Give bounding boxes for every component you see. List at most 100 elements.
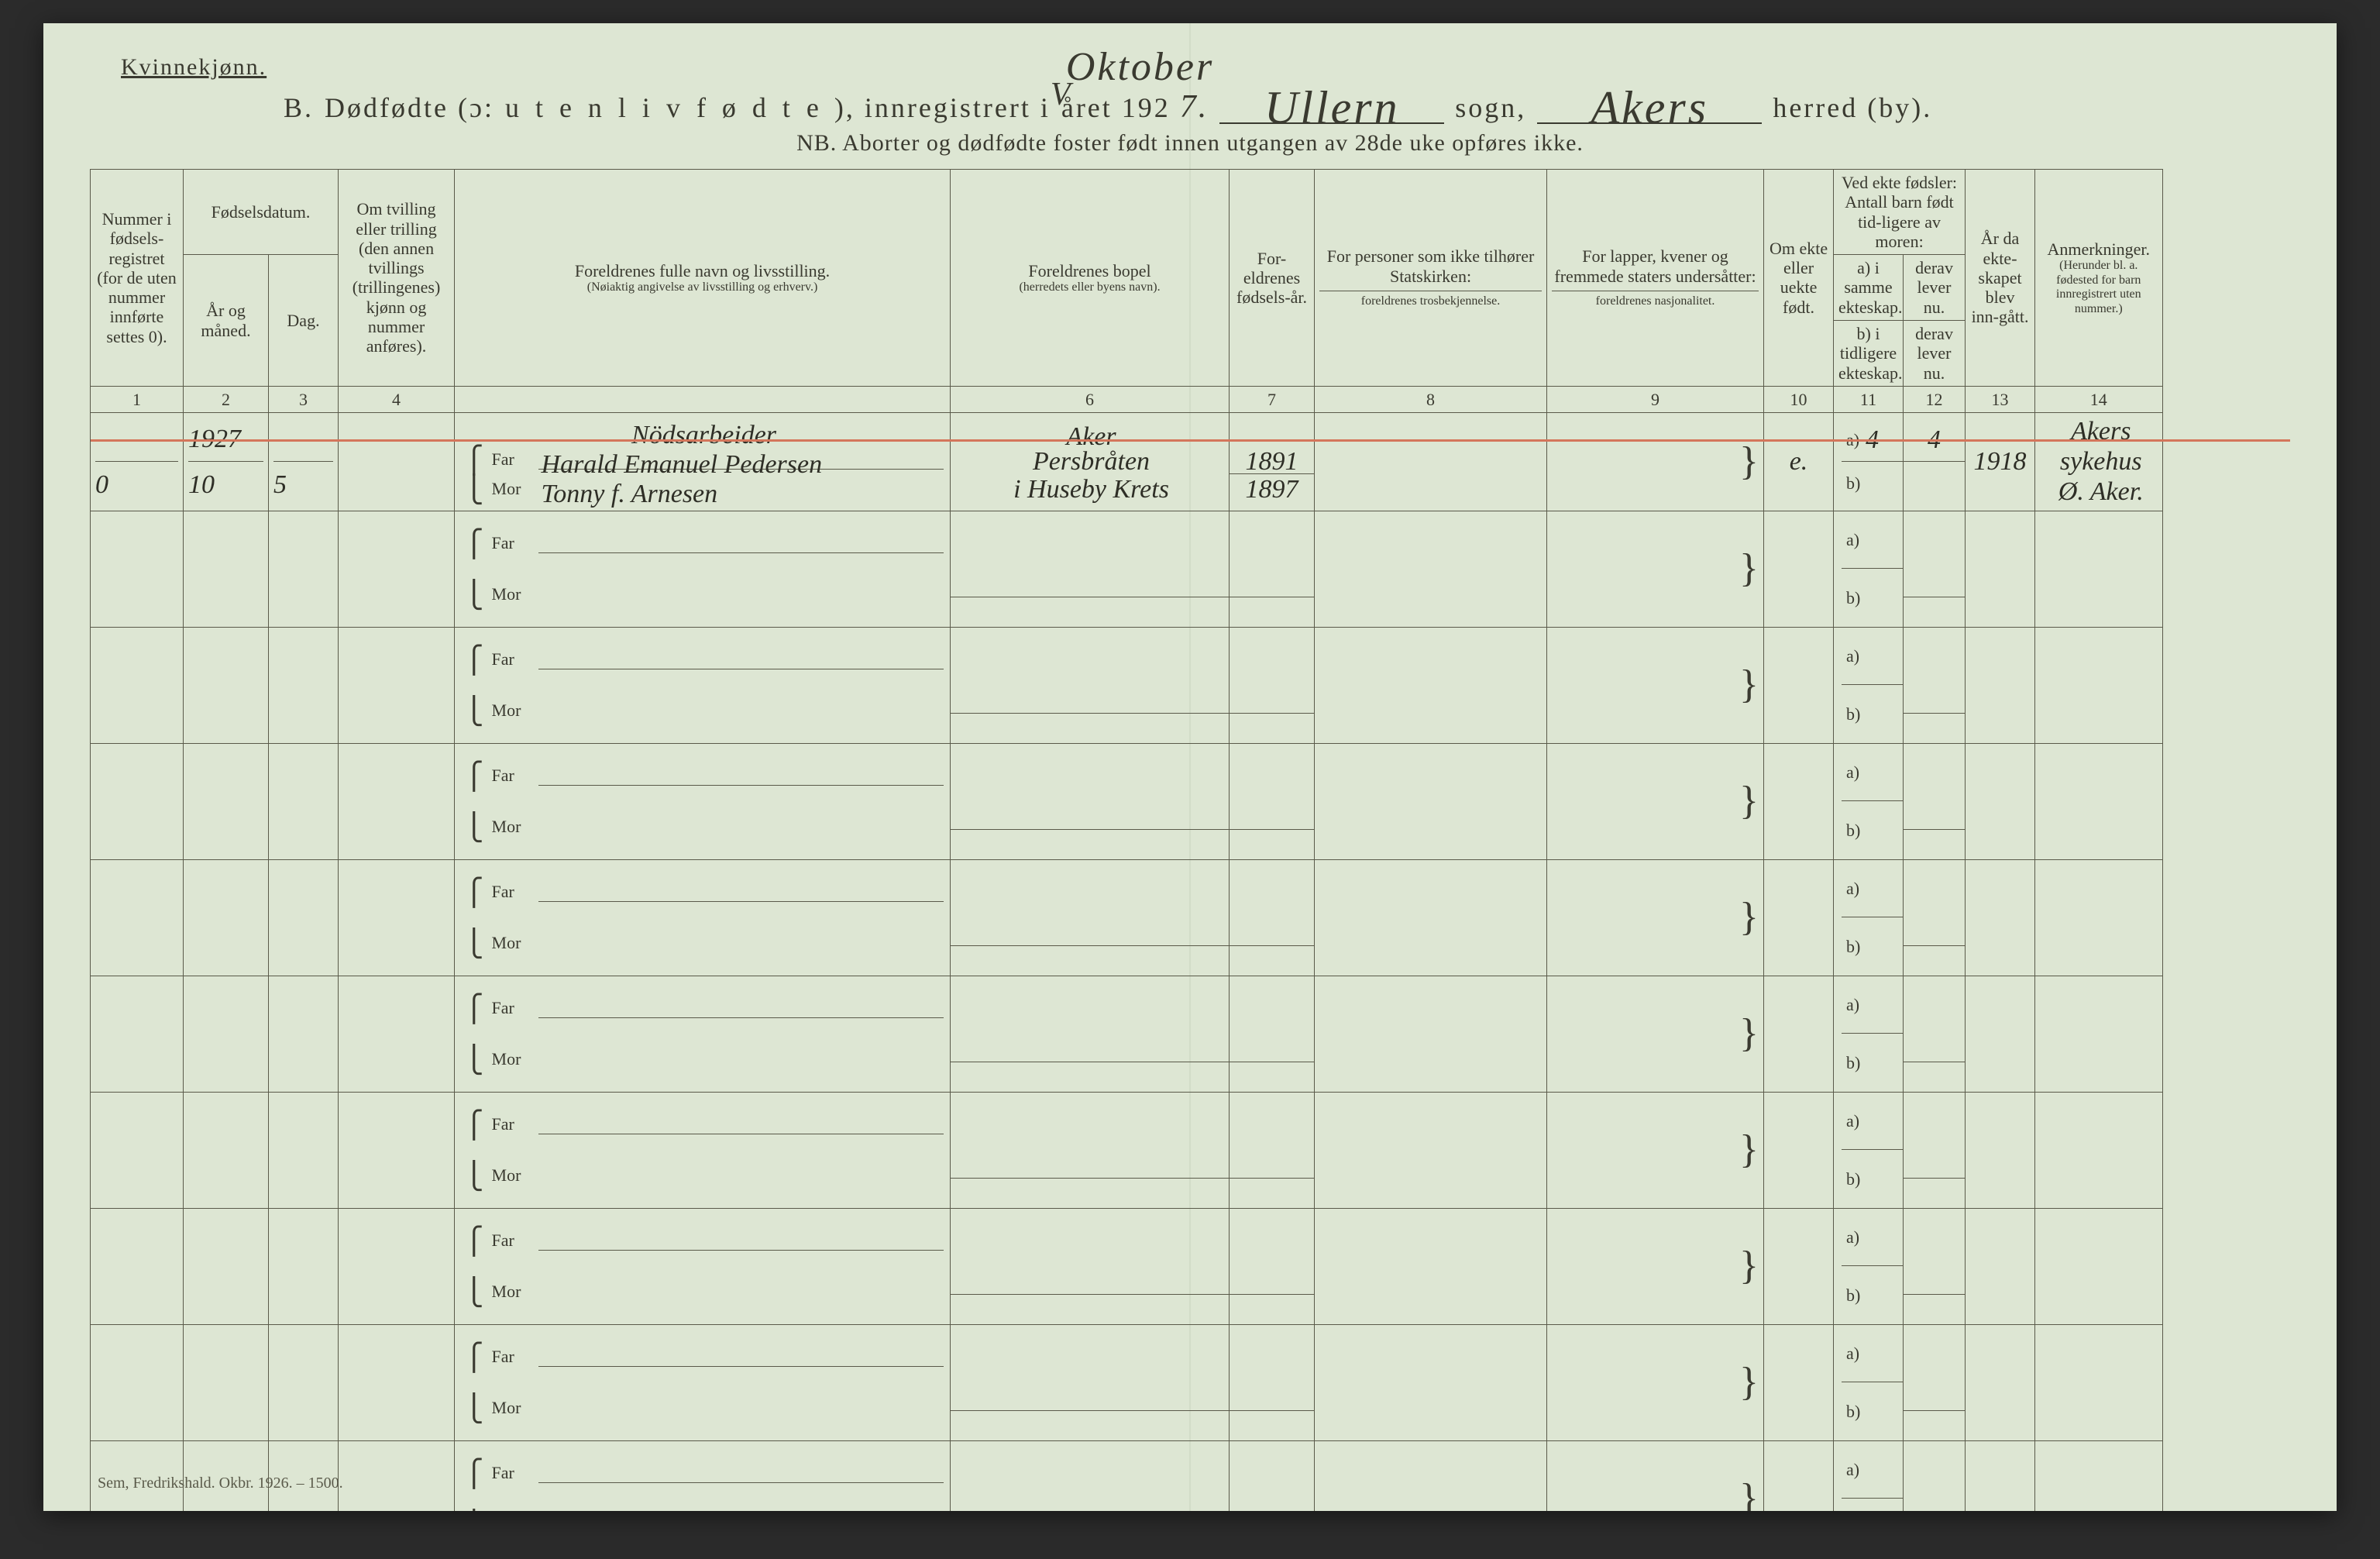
cell xyxy=(91,976,184,1092)
cell xyxy=(1966,627,2035,743)
cell xyxy=(339,976,455,1092)
entry-c14: Akers sykehus Ø. Aker. xyxy=(2035,413,2162,511)
cell xyxy=(1966,1324,2035,1440)
mor-label: Mor xyxy=(492,479,531,498)
cell: a) b) xyxy=(1834,511,1904,627)
far-label: Far xyxy=(492,766,531,785)
col14-main: Anmerkninger. xyxy=(2040,239,2157,259)
far-line xyxy=(538,1347,944,1367)
cell xyxy=(1966,976,2035,1092)
cell: a) b) xyxy=(1834,743,1904,859)
cell xyxy=(1315,1208,1547,1324)
cell xyxy=(1966,859,2035,976)
imprint-footer: Sem, Fredrikshald. Okbr. 1926. – 1500. xyxy=(98,1475,343,1492)
cell xyxy=(339,1208,455,1324)
empty-row: ⎧Far ⎩Mor a) b) xyxy=(91,511,2290,627)
cell xyxy=(951,1092,1230,1208)
cell xyxy=(91,743,184,859)
cell xyxy=(91,859,184,976)
col8-main: For personer som ikke tilhører Statskirk… xyxy=(1319,246,1542,286)
cell: a) b) xyxy=(1834,859,1904,976)
entry-bopel-mor: i Huseby Krets xyxy=(960,474,1223,502)
cell xyxy=(2035,627,2162,743)
cell xyxy=(2035,976,2162,1092)
empty-row: ⎧Far ⎩Mor a) b) xyxy=(91,1208,2290,1324)
far-line xyxy=(538,649,944,669)
colnum-14: 14 xyxy=(2035,386,2162,412)
cell xyxy=(184,743,269,859)
cell xyxy=(269,976,339,1092)
cell xyxy=(1764,1324,1834,1440)
cell xyxy=(1764,627,1834,743)
far-mor-cell: ⎧Far ⎩Mor xyxy=(455,859,951,976)
cell xyxy=(951,1440,1230,1511)
cell xyxy=(339,1440,455,1511)
entry-month: 10 xyxy=(188,470,215,500)
entry-c1-val: 0 xyxy=(95,470,108,500)
entry-c7: 1891 1897 xyxy=(1230,413,1315,511)
entry-anm1: Akers sykehus xyxy=(2045,416,2157,477)
cell xyxy=(339,1324,455,1440)
far-label: Far xyxy=(492,649,531,669)
entry-c10: e. xyxy=(1764,413,1834,511)
cell xyxy=(1904,976,1966,1092)
sogn-handwritten: Ullern xyxy=(1264,82,1400,133)
cell xyxy=(1966,1208,2035,1324)
mor-label: Mor xyxy=(492,933,531,952)
cell xyxy=(1315,627,1547,743)
cell xyxy=(951,976,1230,1092)
far-label: Far xyxy=(492,998,531,1017)
cell xyxy=(339,859,455,976)
empty-row: ⎧Far ⎩Mor a) b) xyxy=(91,1092,2290,1208)
cell xyxy=(91,1208,184,1324)
cell xyxy=(2035,1208,2162,1324)
cell xyxy=(1764,1208,1834,1324)
herred-label: herred (by). xyxy=(1773,91,1932,124)
cell xyxy=(1230,859,1315,976)
entry-c2: 1927 10 xyxy=(184,413,269,511)
ab-b: b) xyxy=(1846,1053,1860,1072)
entry-far-name: Harald Emanuel Pedersen xyxy=(538,449,944,470)
colnum-1: 1 xyxy=(91,386,184,412)
cell xyxy=(184,511,269,627)
column-number-row: 1 2 3 4 6 7 8 9 10 11 12 13 14 xyxy=(91,386,2290,412)
cell xyxy=(1230,1324,1315,1440)
cell xyxy=(184,1092,269,1208)
colnum-11: 11 xyxy=(1834,386,1904,412)
cell xyxy=(339,511,455,627)
far-label: Far xyxy=(492,533,531,552)
cell xyxy=(1315,1324,1547,1440)
cell xyxy=(1547,627,1764,743)
cell xyxy=(1230,627,1315,743)
cell xyxy=(269,743,339,859)
subtitle: NB. Aborter og dødfødte foster født inne… xyxy=(90,130,2290,157)
colnum-2: 2 xyxy=(184,386,269,412)
cell xyxy=(1547,1208,1764,1324)
cell xyxy=(269,511,339,627)
empty-row: ⎧Far ⎩Mor a) b) xyxy=(91,743,2290,859)
cell: a) b) xyxy=(1834,1092,1904,1208)
entry-day: 5 xyxy=(273,470,287,500)
cell xyxy=(269,627,339,743)
cell xyxy=(339,1092,455,1208)
entry-c8 xyxy=(1315,413,1547,511)
title-pre: Dødfødte (ɔ: xyxy=(325,91,494,124)
far-mor-cell: ⎧Far ⎩Mor xyxy=(455,1440,951,1511)
cell xyxy=(951,511,1230,627)
ab-a: a) xyxy=(1846,1460,1859,1479)
colnum-12: 12 xyxy=(1904,386,1966,412)
ab-b: b) xyxy=(1846,704,1860,724)
title-line: B. Dødfødte (ɔ: u t e n l i v f ø d t e … xyxy=(284,87,2290,124)
col5-main: Foreldrenes fulle navn og livsstilling. xyxy=(459,261,945,280)
ab-a: a) xyxy=(1846,879,1859,898)
cell xyxy=(184,976,269,1092)
cell xyxy=(951,859,1230,976)
cell xyxy=(1764,859,1834,976)
col9-main: For lapper, kvener og fremmede staters u… xyxy=(1552,246,1759,286)
colnum-13: 13 xyxy=(1966,386,2035,412)
entry-bopel-far: Persbråten xyxy=(960,446,1223,474)
colnum-4: 4 xyxy=(339,386,455,412)
register-page: Kvinnekjønn. B. Dødfødte (ɔ: u t e n l i… xyxy=(43,23,2337,1511)
far-mor-cell: ⎧Far ⎩Mor xyxy=(455,1324,951,1440)
cell xyxy=(1966,1092,2035,1208)
